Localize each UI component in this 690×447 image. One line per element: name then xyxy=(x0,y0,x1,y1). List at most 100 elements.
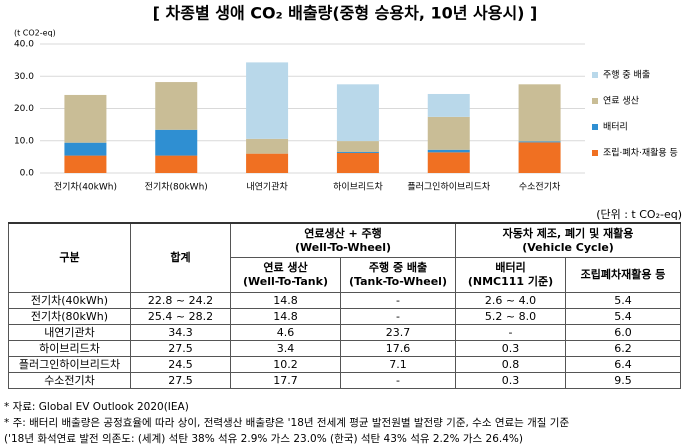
cell-text: 0.8 xyxy=(501,357,520,371)
cell-text: - xyxy=(508,325,513,339)
y-tick-label: 30.0 xyxy=(14,72,34,82)
cell-text: 합계 xyxy=(170,251,191,264)
chart: [ 차종별 생애 CO₂ 배출량(중형 승용차, 10년 사용시) ] (t C… xyxy=(14,4,678,193)
cell-text: 0.3 xyxy=(501,373,520,387)
x-tick-label: 하이브리드차 xyxy=(333,181,383,193)
table-cell: 6.0 xyxy=(565,324,682,341)
legend-swatch xyxy=(592,72,598,78)
table-cell: - xyxy=(339,292,457,309)
bar-segment xyxy=(246,62,289,139)
bar-segment xyxy=(246,153,289,173)
legend-swatch xyxy=(592,98,598,104)
y-tick-label: 40.0 xyxy=(14,40,34,50)
y-axis-label: (t CO2-eq) xyxy=(14,29,56,38)
cell-text: 17.7 xyxy=(273,373,298,387)
legend-label: 연료 생산 xyxy=(603,96,639,107)
table-row: 전기차(80kWh) 25.4 ~ 28.2 14.8 - 5.2 ~ 8.0 5.4 xyxy=(8,308,682,325)
cell-text: 22.8 ~ 24.2 xyxy=(147,293,214,307)
bar-segment xyxy=(64,155,107,173)
bar-segment xyxy=(336,141,379,153)
cell-text: 플러그인하이브리드차 xyxy=(18,357,121,371)
cell-text: (Well-To-Tank) xyxy=(243,275,328,288)
table-cell: 2.6 ~ 4.0 xyxy=(455,292,567,309)
legend-label: 주행 중 배출 xyxy=(603,69,650,81)
table-cell: 주행 중 배출 (Tank-To-Wheel) xyxy=(339,257,457,293)
cell-text: 27.5 xyxy=(168,373,193,387)
table-cell: 34.3 xyxy=(130,324,231,341)
table-cell: 수소전기차 xyxy=(8,372,131,389)
table-cell: 10.2 xyxy=(230,356,341,373)
bar-segment xyxy=(518,142,561,173)
table-row: 수소전기차 27.5 17.7 - 0.3 9.5 xyxy=(8,372,682,389)
bar-segment xyxy=(246,138,289,154)
cell-text: 4.6 xyxy=(276,325,295,339)
cell-text: 0.3 xyxy=(501,341,520,355)
cell-text: 14.8 xyxy=(273,309,298,323)
cell-text: 하이브리드차 xyxy=(39,341,100,355)
cell-text: (Well-To-Wheel) xyxy=(294,240,392,254)
cell-text: 6.0 xyxy=(614,325,632,339)
table-cell: 내연기관차 xyxy=(8,324,131,341)
chart-title: [ 차종별 생애 CO₂ 배출량(중형 승용차, 10년 사용시) ] xyxy=(153,4,538,23)
x-tick-label: 전기차(80kWh) xyxy=(145,181,208,193)
table-cell: - xyxy=(339,308,457,325)
table-cell: 22.8 ~ 24.2 xyxy=(130,292,231,309)
legend-swatch xyxy=(592,150,598,156)
cell-text: 자동차 제조, 폐기 및 재활용 xyxy=(502,226,634,240)
table-cell: 4.6 xyxy=(230,324,341,341)
table-cell: 하이브리드차 xyxy=(8,340,131,357)
cell-text: - xyxy=(396,309,400,323)
cell-text: 25.4 ~ 28.2 xyxy=(147,309,214,323)
table-cell: 전기차(80kWh) xyxy=(8,308,131,325)
table-cell: 23.7 xyxy=(339,324,457,341)
table-cell: 6.2 xyxy=(565,340,682,357)
table-cell: 6.4 xyxy=(565,356,682,373)
cell-text: 7.1 xyxy=(389,357,407,371)
table-cell: 0.3 xyxy=(455,340,567,357)
bar-segment xyxy=(336,84,379,142)
table-cell: 조립폐차재활용 등 xyxy=(565,257,682,293)
table-cell: 5.4 xyxy=(565,292,682,309)
table-cell: 14.8 xyxy=(230,308,341,325)
cell-text: 17.6 xyxy=(385,341,411,355)
x-tick-label: 내연기관차 xyxy=(246,181,288,193)
cell-text: 24.5 xyxy=(168,357,193,371)
table-cell: 7.1 xyxy=(339,356,457,373)
cell-text: 구분 xyxy=(59,251,80,264)
note: * 주: 배터리 배출량은 공정효율에 따라 상이, 전력생산 배출량은 '18… xyxy=(4,417,570,429)
note: * 자료: Global EV Outlook 2020(IEA) xyxy=(4,401,189,413)
table-row: 내연기관차 34.3 4.6 23.7 - 6.0 xyxy=(8,324,682,341)
table-cell: 구분 xyxy=(8,222,131,293)
table-cell: 17.7 xyxy=(230,372,341,389)
table-cell: - xyxy=(339,372,457,389)
cell-text: 조립폐차재활용 등 xyxy=(580,268,666,281)
table-cell: 5.4 xyxy=(565,308,682,325)
x-tick-label: 플러그인하이브리드차 xyxy=(407,181,491,193)
cell-text: 9.5 xyxy=(614,373,632,387)
table-cell: 연료생산 + 주행 (Well-To-Wheel) xyxy=(229,222,457,258)
bar-segment xyxy=(427,152,470,173)
cell-text: 주행 중 배출 xyxy=(368,261,428,274)
x-tick-label: 수소전기차 xyxy=(519,181,561,193)
table-cell: - xyxy=(455,324,567,341)
cell-text: 2.6 ~ 4.0 xyxy=(484,293,537,307)
table-cell: 합계 xyxy=(130,222,231,293)
cell-text: - xyxy=(396,373,400,387)
table-cell: 3.4 xyxy=(230,340,341,357)
bar-segment xyxy=(427,116,470,150)
y-tick-label: 20.0 xyxy=(14,104,34,114)
y-tick-label: 0.0 xyxy=(20,169,35,179)
cell-text: 수소전기차 xyxy=(44,373,95,387)
bar-segment xyxy=(155,129,198,156)
cell-text: - xyxy=(396,293,400,307)
cell-text: 6.4 xyxy=(614,357,632,371)
cell-text: 14.8 xyxy=(273,293,298,307)
table-cell: 17.6 xyxy=(339,340,457,357)
table-row: 플러그인하이브리드차 24.5 10.2 7.1 0.8 6.4 xyxy=(8,356,682,373)
bar-segment xyxy=(427,93,470,117)
table-cell: 24.5 xyxy=(130,356,231,373)
cell-text: 27.5 xyxy=(168,341,193,355)
bar-segment xyxy=(336,153,379,173)
cell-text: 5.2 ~ 8.0 xyxy=(484,309,537,323)
